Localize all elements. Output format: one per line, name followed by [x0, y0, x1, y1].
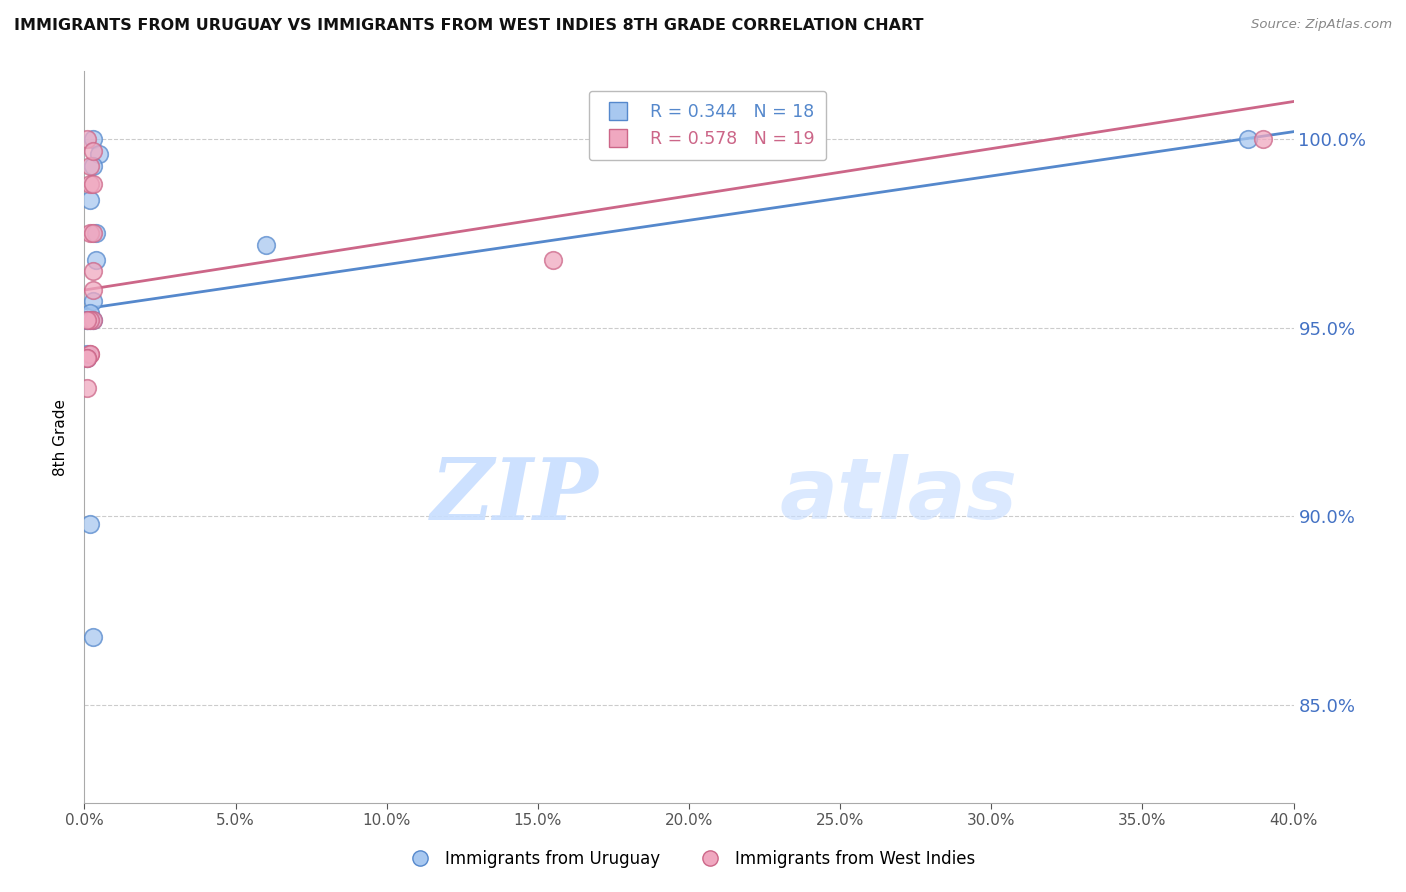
Text: atlas: atlas: [780, 454, 1018, 537]
Text: Source: ZipAtlas.com: Source: ZipAtlas.com: [1251, 18, 1392, 31]
Point: [76, 313, 98, 327]
Y-axis label: 8th Grade: 8th Grade: [53, 399, 69, 475]
Point: [82, 159, 104, 173]
Point: [82, 264, 104, 278]
Point: [82, 313, 104, 327]
Point: [82, 294, 104, 309]
Point: [82, 630, 104, 644]
Point: [79, 178, 101, 192]
Point: [1253, 132, 1275, 146]
Point: [89, 147, 111, 161]
Point: [86, 227, 108, 241]
Point: [76, 351, 98, 365]
Point: [76, 313, 98, 327]
Point: [79, 193, 101, 207]
Point: [76, 347, 98, 361]
Point: [79, 159, 101, 173]
Point: [79, 313, 101, 327]
Point: [82, 227, 104, 241]
Point: [1237, 132, 1260, 146]
Point: [79, 347, 101, 361]
Point: [76, 381, 98, 395]
Text: IMMIGRANTS FROM URUGUAY VS IMMIGRANTS FROM WEST INDIES 8TH GRADE CORRELATION CHA: IMMIGRANTS FROM URUGUAY VS IMMIGRANTS FR…: [14, 18, 924, 33]
Point: [76, 132, 98, 146]
Legend: Immigrants from Uruguay, Immigrants from West Indies: Immigrants from Uruguay, Immigrants from…: [396, 844, 981, 875]
Point: [82, 283, 104, 297]
Point: [76, 351, 98, 365]
Text: ZIP: ZIP: [430, 454, 599, 537]
Point: [86, 252, 108, 267]
Point: [82, 132, 104, 146]
Point: [79, 347, 101, 361]
Point: [76, 313, 98, 327]
Point: [541, 252, 564, 267]
Legend: R = 0.344   N = 18, R = 0.578   N = 19: R = 0.344 N = 18, R = 0.578 N = 19: [589, 91, 827, 160]
Point: [79, 306, 101, 320]
Point: [254, 237, 277, 252]
Point: [79, 227, 101, 241]
Point: [79, 516, 101, 531]
Point: [82, 144, 104, 158]
Point: [76, 351, 98, 365]
Point: [82, 178, 104, 192]
Point: [82, 313, 104, 327]
Point: [79, 313, 101, 327]
